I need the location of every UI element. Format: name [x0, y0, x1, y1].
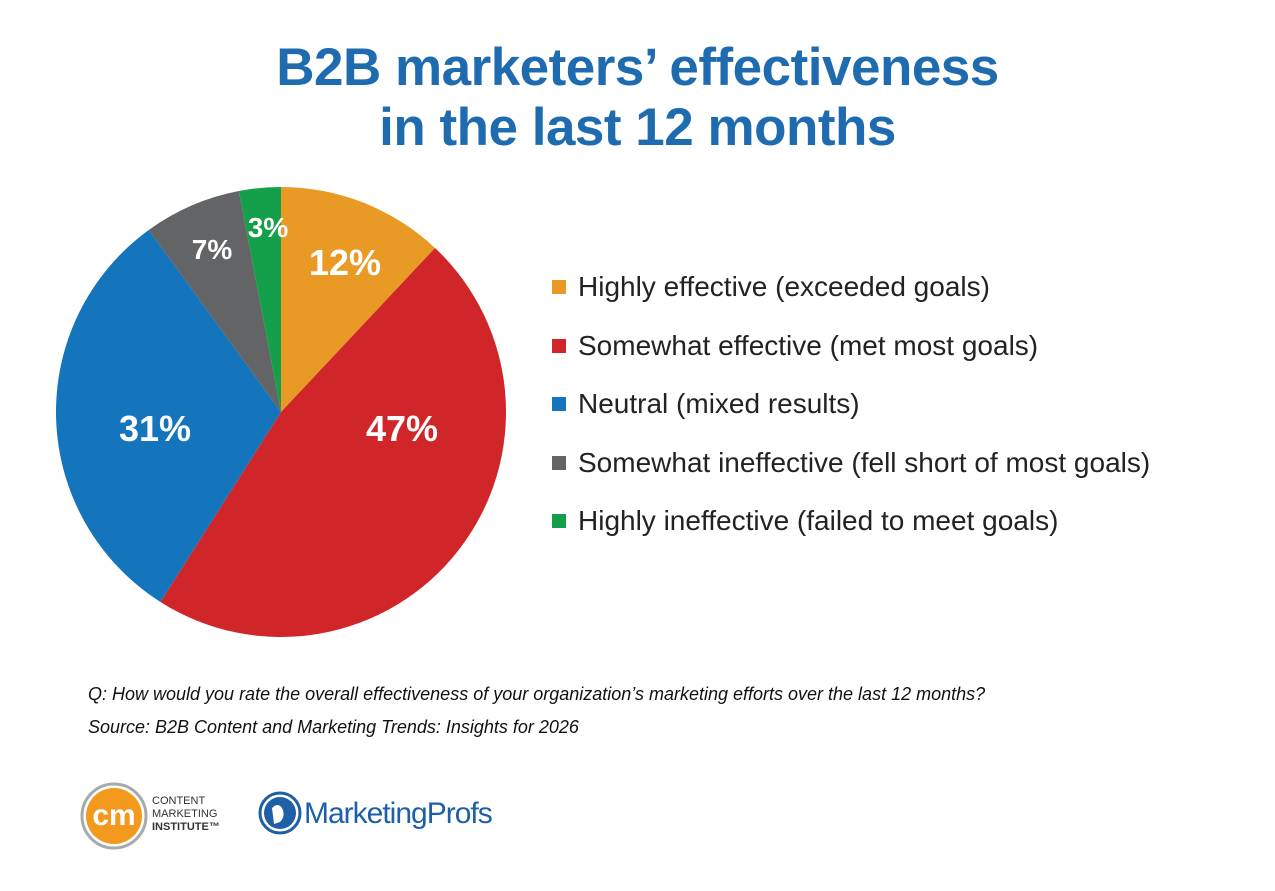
pie-chart: 12% 47% 31% 7% 3%: [55, 187, 506, 637]
pie-slice: [160, 247, 506, 637]
pie-slice: [281, 187, 436, 412]
legend-swatch: [552, 455, 566, 470]
data-label: 12%: [309, 242, 381, 283]
data-label: 7%: [192, 234, 233, 265]
legend-label: Highly ineffective (failed to meet goals…: [578, 505, 1059, 537]
title-line-2: in the last 12 months: [379, 98, 896, 157]
legend-item: Somewhat effective (met most goals): [552, 317, 1150, 376]
pie-slice: [55, 229, 282, 602]
cmi-line3: INSTITUTE™: [152, 821, 220, 833]
legend-item: Somewhat ineffective (fell short of most…: [552, 434, 1150, 493]
data-label: 3%: [248, 212, 289, 243]
pie-slice: [238, 187, 281, 412]
legend-item: Neutral (mixed results): [552, 375, 1150, 434]
legend-label: Neutral (mixed results): [578, 388, 860, 420]
cmi-line1: CONTENT: [152, 795, 205, 807]
legend-label: Somewhat ineffective (fell short of most…: [578, 446, 1151, 478]
cmi-mark: cm: [92, 799, 135, 832]
legend-swatch: [552, 338, 566, 353]
survey-question: Q: How would you rate the overall effect…: [88, 684, 986, 704]
legend-swatch: [552, 280, 566, 295]
marketingprofs-logo: MarketingProfs: [258, 791, 493, 835]
title-line-1: B2B marketers’ effectiveness: [276, 38, 999, 97]
legend-item: Highly effective (exceeded goals): [552, 258, 1150, 317]
data-label: 31%: [119, 408, 191, 449]
legend-label: Highly effective (exceeded goals): [578, 271, 990, 303]
legend: Highly effective (exceeded goals) Somewh…: [552, 258, 1150, 551]
pie-slice: [148, 190, 281, 412]
source-note: Source: B2B Content and Marketing Trends…: [88, 717, 579, 737]
data-label: 47%: [366, 408, 438, 449]
content-marketing-institute-logo: cm CONTENT MARKETING INSTITUTE™: [80, 782, 220, 850]
bird-icon: [272, 805, 284, 824]
legend-item: Highly ineffective (failed to meet goals…: [552, 492, 1150, 551]
legend-label: Somewhat effective (met most goals): [578, 329, 1039, 361]
cmi-line2: MARKETING: [152, 808, 217, 820]
chart-title: B2B marketers’ effectiveness in the last…: [0, 38, 1275, 158]
marketingprofs-text: MarketingProfs: [304, 797, 492, 830]
legend-swatch: [552, 397, 566, 412]
legend-swatch: [552, 514, 566, 529]
